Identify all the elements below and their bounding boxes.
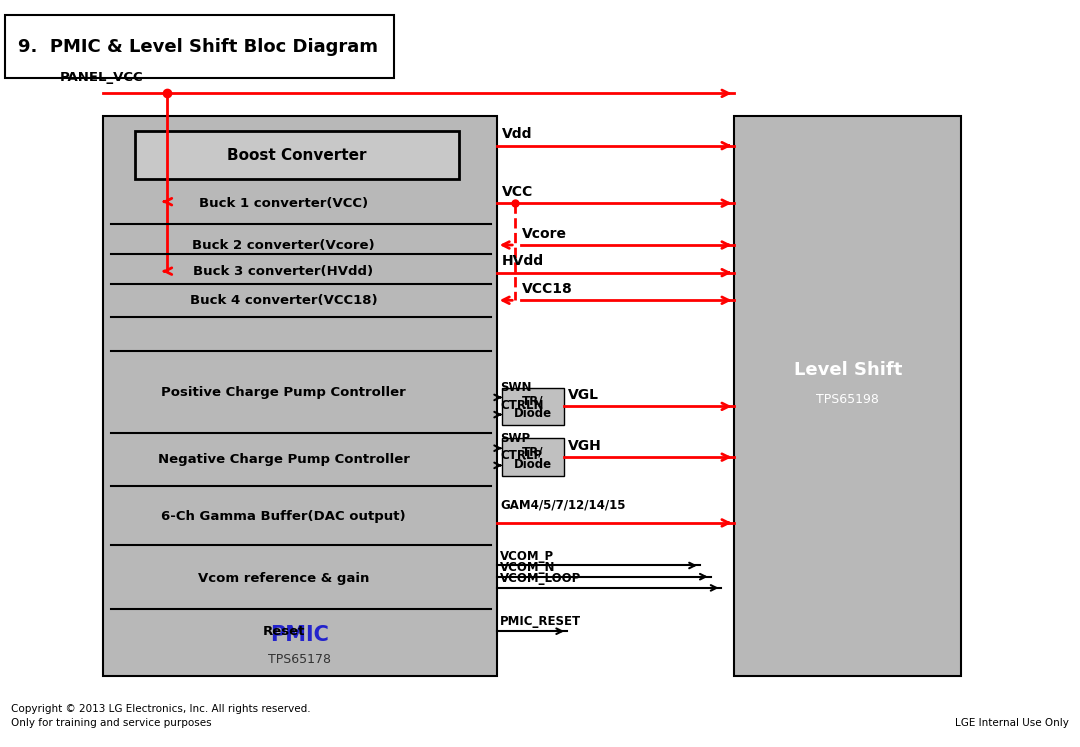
Text: VCOM_P: VCOM_P <box>500 550 554 562</box>
Text: CTRLN: CTRLN <box>500 399 543 412</box>
Text: LGE Internal Use Only: LGE Internal Use Only <box>956 719 1069 728</box>
Text: PMIC: PMIC <box>270 625 329 645</box>
Text: 9.  PMIC & Level Shift Bloc Diagram: 9. PMIC & Level Shift Bloc Diagram <box>18 37 378 56</box>
Text: Vdd: Vdd <box>502 127 532 141</box>
Text: VGH: VGH <box>568 438 602 453</box>
Bar <box>734 116 961 676</box>
Text: VCC: VCC <box>502 185 534 199</box>
Text: Vcore: Vcore <box>522 226 567 241</box>
Text: Boost Converter: Boost Converter <box>227 147 367 163</box>
Bar <box>103 116 497 676</box>
Text: Buck 1 converter(VCC): Buck 1 converter(VCC) <box>199 196 368 210</box>
Text: CTRLP: CTRLP <box>500 450 542 462</box>
Text: Level Shift: Level Shift <box>794 361 902 379</box>
Text: TR/: TR/ <box>523 394 543 408</box>
Text: 6-Ch Gamma Buffer(DAC output): 6-Ch Gamma Buffer(DAC output) <box>161 510 406 524</box>
Text: TPS65178: TPS65178 <box>268 653 332 666</box>
Text: Positive Charge Pump Controller: Positive Charge Pump Controller <box>161 385 406 399</box>
Text: VCOM_N: VCOM_N <box>500 561 555 574</box>
Text: PMIC_RESET: PMIC_RESET <box>500 616 581 628</box>
Text: Buck 2 converter(Vcore): Buck 2 converter(Vcore) <box>192 238 375 252</box>
Bar <box>502 388 564 425</box>
Text: Vcom reference & gain: Vcom reference & gain <box>198 572 369 586</box>
Text: TPS65198: TPS65198 <box>816 393 879 406</box>
Text: VGL: VGL <box>568 388 599 402</box>
Text: Buck 3 converter(HVdd): Buck 3 converter(HVdd) <box>193 264 374 278</box>
Text: Negative Charge Pump Controller: Negative Charge Pump Controller <box>158 453 409 466</box>
Text: VCC18: VCC18 <box>522 282 572 296</box>
Text: Buck 4 converter(VCC18): Buck 4 converter(VCC18) <box>190 294 377 307</box>
Text: GAM4/5/7/12/14/15: GAM4/5/7/12/14/15 <box>500 499 625 512</box>
Text: PANEL_VCC: PANEL_VCC <box>59 72 143 84</box>
Bar <box>135 131 459 179</box>
Text: SWN: SWN <box>500 382 531 394</box>
Text: VCOM_LOOP: VCOM_LOOP <box>500 572 581 585</box>
Bar <box>502 438 564 476</box>
Text: SWP: SWP <box>500 433 530 445</box>
Text: Reset: Reset <box>262 624 305 638</box>
Text: HVdd: HVdd <box>502 254 544 268</box>
Text: Copyright © 2013 LG Electronics, Inc. All rights reserved.
Only for training and: Copyright © 2013 LG Electronics, Inc. Al… <box>11 704 310 728</box>
Text: TR/: TR/ <box>523 445 543 459</box>
Bar <box>5 15 394 78</box>
Text: Diode: Diode <box>514 458 552 471</box>
Text: Diode: Diode <box>514 407 552 421</box>
